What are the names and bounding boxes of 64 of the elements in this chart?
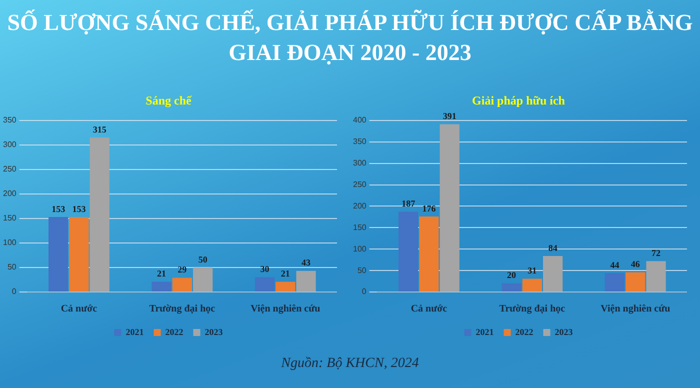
legend-label: 2023 [554, 326, 574, 337]
x-tick-label: Cả nước [60, 304, 98, 315]
chart-title: Sáng chế [146, 93, 192, 108]
data-label: 21 [280, 268, 290, 279]
bar [254, 277, 275, 292]
chart-title: Giải pháp hữu ích [472, 93, 566, 108]
y-tick-label: 250 [352, 180, 367, 189]
legend-label: 2023 [204, 326, 224, 337]
y-tick-label: 300 [2, 140, 17, 150]
y-tick-label: 150 [2, 214, 17, 223]
y-tick-label: 0 [12, 287, 17, 296]
data-label: 44 [610, 260, 620, 270]
x-tick-label: Trường đại học [149, 304, 216, 315]
y-tick-label: 350 [352, 137, 367, 146]
bar [276, 282, 296, 292]
y-tick-label: 150 [352, 222, 367, 232]
bar [522, 278, 542, 292]
bar [69, 216, 89, 292]
legend-label: 2022 [165, 326, 184, 337]
text: Nguồn: Bộ KHCN, 2024 [280, 356, 420, 372]
data-label: 20 [507, 270, 517, 280]
y-tick-label: 250 [2, 164, 17, 174]
data-label: 50 [198, 254, 208, 264]
y-tick-label: 300 [352, 158, 367, 168]
bar [440, 124, 460, 292]
legend-label: 2022 [515, 326, 534, 337]
x-tick-label: Cả nước [410, 304, 448, 315]
y-tick-label: 100 [352, 244, 367, 254]
y-tick-label: 0 [362, 287, 367, 296]
bar [296, 270, 316, 292]
data-label: 176 [422, 203, 436, 214]
data-label: 315 [92, 124, 107, 134]
bar [90, 138, 110, 292]
bar [172, 278, 192, 292]
y-tick-label: 200 [2, 189, 17, 198]
bar [193, 267, 213, 292]
y-tick-label: 400 [352, 116, 367, 125]
x-tick-label: Trường đại học [499, 304, 566, 315]
bar [604, 273, 625, 292]
data-label: 153 [52, 204, 66, 214]
data-label: 153 [72, 204, 86, 214]
data-label: 43 [302, 258, 312, 268]
bar [152, 282, 172, 292]
y-tick-label: 100 [2, 238, 17, 248]
bar [543, 256, 563, 292]
data-label: 46 [630, 259, 640, 270]
data-label: 391 [442, 111, 457, 122]
y-tick-label: 50 [7, 262, 17, 272]
bar [502, 283, 522, 292]
legend-label: 2021 [126, 326, 144, 337]
bar [646, 261, 666, 292]
bar [626, 272, 646, 292]
data-label: 72 [652, 248, 662, 258]
y-tick-label: 200 [352, 201, 367, 210]
x-tick-label: Viện nghiên cứu [600, 304, 671, 315]
legend-label: 2021 [476, 326, 494, 337]
y-tick-label: 50 [357, 266, 367, 275]
x-tick-label: Viện nghiên cứu [250, 304, 321, 315]
bar [48, 216, 68, 292]
bar [398, 212, 418, 292]
bar [419, 216, 439, 292]
data-label: 21 [157, 268, 167, 279]
text: SỐ LƯỢNG SÁNG CHẾ, GIẢI PHÁP HỮU ÍCH ĐƯỢC CẤP BẰNG GIAI ĐOẠN 2020 - 2023 [6, 8, 694, 67]
y-tick-label: 350 [2, 116, 17, 125]
